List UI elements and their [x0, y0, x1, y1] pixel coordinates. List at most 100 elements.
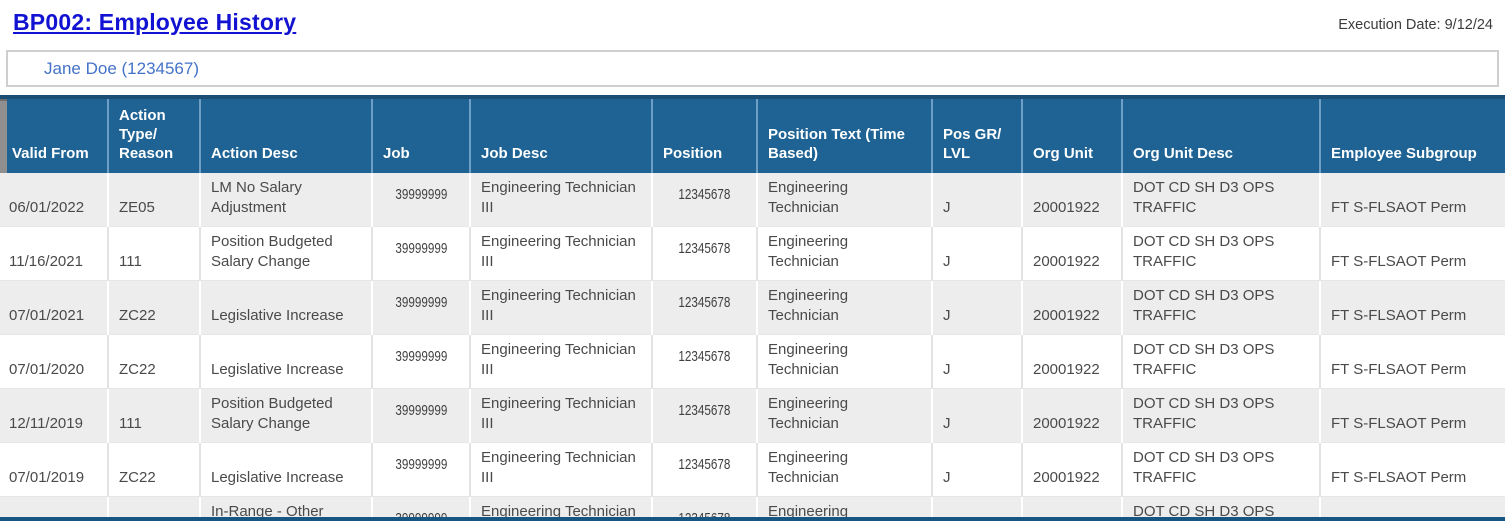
cell-value: 39999999 — [394, 402, 448, 419]
cell-job: 39999999 — [371, 442, 470, 497]
cell-position: 12345678 — [651, 388, 757, 443]
cell-valid_from: 11/16/2021 — [0, 226, 108, 281]
cell-action_desc: In-Range - Other Labor Market — [199, 496, 372, 521]
column-header-job_desc: Job Desc — [469, 99, 652, 173]
cell-position_text: Engineering Technician — [756, 442, 932, 497]
cell-position: 12345678 — [651, 280, 757, 335]
cell-job_desc: Engineering Technician III — [469, 334, 652, 389]
cell-value: 12345678 — [678, 348, 731, 365]
cell-employee_subgroup: FT S-FLSAOT Perm — [1319, 496, 1505, 521]
cell-org_unit_desc: DOT CD SH D3 OPS TRAFFIC — [1121, 226, 1320, 281]
cell-pos_gr_lvl: J — [931, 226, 1022, 281]
cell-org_unit: 20001922 — [1021, 334, 1122, 389]
table-body: 06/01/2022 ZE05 LM No Salary Adjustment 399… — [0, 173, 1505, 521]
employee-history-table: Valid From Action Type/ Reason Action Desc… — [0, 99, 1505, 521]
header-corner-notch — [0, 99, 7, 173]
cell-job: 39999999 — [371, 280, 470, 335]
cell-employee_subgroup: FT S-FLSAOT Perm — [1319, 388, 1505, 443]
cell-action_desc: LM No Salary Adjustment — [199, 173, 372, 227]
cell-value: 12345678 — [678, 402, 731, 419]
cell-value: 39999999 — [394, 186, 448, 203]
cell-org_unit: 20001922 — [1021, 173, 1122, 227]
cell-pos_gr_lvl: J — [931, 496, 1022, 521]
cell-valid_from: 08/11/2018 — [0, 496, 108, 521]
column-header-valid_from: Valid From — [0, 99, 108, 173]
cell-job: 39999999 — [371, 496, 470, 521]
cell-org_unit: 20001922 — [1021, 226, 1122, 281]
cell-action_desc: Position Budgeted Salary Change — [199, 388, 372, 443]
cell-employee_subgroup: FT S-FLSAOT Perm — [1319, 280, 1505, 335]
cell-action_desc: Position Budgeted Salary Change — [199, 226, 372, 281]
execution-date-label: Execution Date: 9/12/24 — [1338, 17, 1493, 33]
table-row: 08/11/2018ZC17In-Range - Other Labor Mar… — [0, 496, 1505, 521]
cell-value: 12345678 — [678, 294, 731, 311]
cell-job_desc: Engineering Technician III — [469, 280, 652, 335]
table-header-row: Valid From Action Type/ Reason Action Desc… — [0, 99, 1505, 173]
cell-value: 12345678 — [678, 240, 731, 257]
cell-value: 12345678 — [678, 510, 731, 521]
cell-org_unit_desc: DOT CD SH D3 OPS TRAFFIC — [1121, 496, 1320, 521]
cell-position: 12345678 — [651, 334, 757, 389]
cell-job_desc: Engineering Technician III — [469, 226, 652, 281]
table-row: 06/01/2022 ZE05 LM No Salary Adjustment 399… — [0, 173, 1505, 227]
cell-pos_gr_lvl: J — [931, 442, 1022, 497]
cell-action_type: 111 — [107, 226, 200, 281]
cell-job: 39999999 — [371, 226, 470, 281]
cell-position_text: Engineering Technician — [756, 388, 932, 443]
table-row: 11/16/2021 111 Position Budgeted Salary Ch… — [0, 226, 1505, 281]
cell-job: 39999999 — [371, 334, 470, 389]
cell-position_text: Engineering Technician — [756, 226, 932, 281]
cell-org_unit_desc: DOT CD SH D3 OPS TRAFFIC — [1121, 442, 1320, 497]
column-header-position: Position — [651, 99, 757, 173]
cell-action_type: ZC22 — [107, 280, 200, 335]
cell-position_text: Engineering Technician — [756, 334, 932, 389]
cell-value: 39999999 — [394, 294, 448, 311]
cell-valid_from: 07/01/2020 — [0, 334, 108, 389]
report-title-link[interactable]: BP002: Employee History — [13, 9, 297, 35]
cell-value: 39999999 — [394, 240, 448, 257]
cell-position: 12345678 — [651, 226, 757, 281]
cell-valid_from: 12/11/2019 — [0, 388, 108, 443]
cell-action_type: ZC17 — [107, 496, 200, 521]
cell-position_text: Engineering Technician — [756, 496, 932, 521]
cell-employee_subgroup: FT S-FLSAOT Perm — [1319, 226, 1505, 281]
cell-valid_from: 07/01/2021 — [0, 280, 108, 335]
cell-valid_from: 07/01/2019 — [0, 442, 108, 497]
column-header-pos_gr_lvl: Pos GR/ LVL — [931, 99, 1022, 173]
cell-position: 12345678 — [651, 496, 757, 521]
cell-value: 12345678 — [678, 456, 731, 473]
cell-value: 12345678 — [678, 186, 731, 203]
cell-position_text: Engineering Technician — [756, 173, 932, 227]
cell-org_unit_desc: DOT CD SH D3 OPS TRAFFIC — [1121, 280, 1320, 335]
cell-action_type: 111 — [107, 388, 200, 443]
column-header-action_type: Action Type/ Reason — [107, 99, 200, 173]
employee-name-label: Jane Doe (1234567) — [44, 58, 200, 78]
cell-pos_gr_lvl: J — [931, 334, 1022, 389]
cell-pos_gr_lvl: J — [931, 280, 1022, 335]
cell-employee_subgroup: FT S-FLSAOT Perm — [1319, 173, 1505, 227]
cell-org_unit_desc: DOT CD SH D3 OPS TRAFFIC — [1121, 173, 1320, 227]
employee-history-table-wrapper: Valid From Action Type/ Reason Action Desc… — [0, 95, 1505, 521]
cell-org_unit_desc: DOT CD SH D3 OPS TRAFFIC — [1121, 334, 1320, 389]
table-row: 07/01/2020 ZC22 Legislative Increase 399999… — [0, 334, 1505, 389]
cell-value: 39999999 — [394, 510, 448, 521]
cell-org_unit: 20001922 — [1021, 388, 1122, 443]
cell-job_desc: Engineering Technician III — [469, 173, 652, 227]
column-header-org_unit_desc: Org Unit Desc — [1121, 99, 1320, 173]
column-header-job: Job — [371, 99, 470, 173]
cell-action_type: ZC22 — [107, 442, 200, 497]
cell-org_unit: 20001922 — [1021, 442, 1122, 497]
table-bottom-border — [0, 517, 1505, 521]
cell-job: 39999999 — [371, 173, 470, 227]
cell-action_type: ZE05 — [107, 173, 200, 227]
cell-value: 39999999 — [394, 348, 448, 365]
cell-action_desc: Legislative Increase — [199, 442, 372, 497]
cell-valid_from: 06/01/2022 — [0, 173, 108, 227]
column-header-action_desc: Action Desc — [199, 99, 372, 173]
cell-pos_gr_lvl: J — [931, 388, 1022, 443]
top-bar: BP002: Employee History Execution Date: … — [0, 0, 1505, 48]
cell-pos_gr_lvl: J — [931, 173, 1022, 227]
column-header-position_text: Position Text (Time Based) — [756, 99, 932, 173]
column-header-employee_subgroup: Employee Subgroup — [1319, 99, 1505, 173]
cell-position: 12345678 — [651, 173, 757, 227]
